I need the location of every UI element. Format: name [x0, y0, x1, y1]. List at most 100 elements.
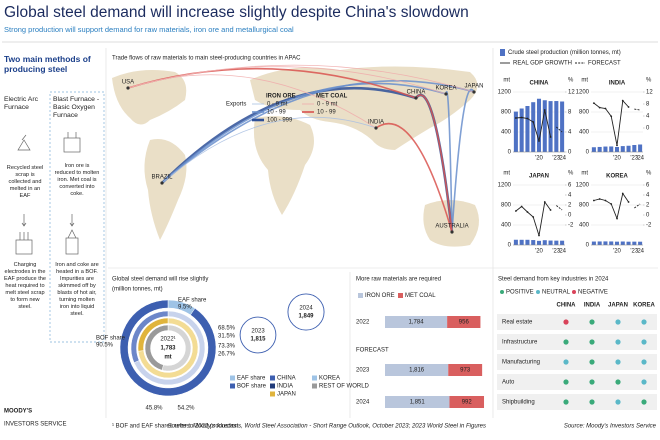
y2-tick-label: 4: [568, 193, 572, 199]
row-label: Infrastructure: [502, 340, 538, 346]
legend-item: INDIA: [277, 384, 293, 390]
value-label: 992: [462, 400, 473, 406]
x-tick-label: '20: [613, 156, 621, 162]
method-step: Recycled steel scrap is collected and me…: [6, 165, 44, 199]
forecast-label: FORECAST: [356, 348, 389, 354]
gdp-point: [621, 192, 624, 195]
place-label: JAPAN: [465, 84, 484, 90]
bar: [531, 102, 536, 152]
x-tick-label: '23: [630, 249, 638, 255]
page-subtitle: Strong production will support demand fo…: [4, 25, 294, 34]
status-dot: [641, 359, 647, 365]
bar: [536, 240, 542, 245]
gdp-point: [627, 201, 630, 203]
status-dot: [589, 399, 595, 405]
panel-title: CHINA: [530, 81, 550, 87]
axis-unit: %: [568, 171, 574, 177]
y-tick-label: 0: [586, 150, 590, 156]
legend-swatch: [312, 383, 317, 389]
section-title: Trade flows of raw materials to main ste…: [112, 56, 301, 62]
y-tick-label: 800: [501, 110, 512, 116]
flow-arc: [161, 86, 417, 184]
column-header: INDIA: [584, 303, 601, 309]
ring-value: 45.8%: [145, 406, 163, 412]
bar: [614, 241, 620, 245]
column-header: KOREA: [633, 303, 655, 309]
y-tick-label: 800: [579, 110, 590, 116]
legend-item: NEUTRAL: [542, 290, 571, 296]
bar-segment: [385, 316, 448, 328]
place-dot: [160, 181, 164, 185]
legend-item: REAL GDP GROWTH: [513, 61, 572, 67]
legend-item: FORECAST: [588, 61, 621, 67]
flow-arc: [127, 74, 377, 129]
x-tick-label: '20: [535, 249, 543, 255]
legend-item: 10 - 99: [267, 110, 286, 116]
x-tick-label: '23: [630, 156, 638, 162]
legend-item: MET COAL: [405, 293, 436, 299]
y2-tick-label: 12: [568, 90, 575, 96]
segment-value: 9.5%: [178, 305, 192, 311]
value-label: 973: [460, 368, 471, 374]
panel-title: KOREA: [606, 174, 628, 180]
method-step: Charging electrodes in the EAF produce t…: [4, 262, 46, 310]
status-dot: [563, 319, 569, 325]
place-dot: [126, 86, 130, 90]
bar: [626, 241, 631, 245]
place-dot: [444, 92, 448, 96]
gdp-point: [538, 140, 540, 142]
axis-unit: %: [646, 171, 652, 177]
x-tick-label: '24: [558, 249, 566, 255]
bar: [632, 241, 637, 245]
gdp-point: [592, 102, 595, 104]
x-tick-label: '23: [552, 249, 560, 255]
gdp-point: [538, 234, 540, 237]
y-tick-label: 1200: [498, 183, 512, 189]
bar-segment: [448, 364, 483, 376]
value-label: 956: [459, 320, 470, 326]
gdp-point: [549, 136, 552, 138]
panel-title: JAPAN: [529, 174, 549, 180]
x-tick-label: '24: [558, 156, 566, 162]
axis-unit: %: [568, 78, 574, 84]
method-name: Blast Furnace - Basic Oxygen Furnace: [53, 96, 100, 119]
gdp-point: [520, 205, 523, 208]
axis-unit: mt: [503, 78, 510, 84]
status-dot: [615, 379, 621, 385]
gdp-point: [526, 117, 529, 120]
bar: [548, 101, 553, 152]
y2-tick-label: 4: [646, 193, 650, 199]
gdp-point: [598, 198, 601, 200]
y-tick-label: 0: [508, 243, 512, 249]
section-title: Steel demand from key industries in 2024: [498, 277, 609, 283]
status-dot: [589, 339, 595, 345]
bar: [632, 145, 637, 152]
world-map: [112, 66, 479, 247]
axis-unit: %: [646, 78, 652, 84]
row-band: [497, 374, 657, 390]
legend-swatch: [230, 383, 235, 389]
y2-tick-label: 6: [646, 183, 650, 189]
legend-heading: IRON ORE: [266, 94, 296, 100]
bubble-value: 1,849: [298, 314, 314, 320]
bar: [591, 241, 596, 245]
legend-swatch: [270, 383, 275, 389]
bar: [525, 106, 530, 152]
center-label: 2022¹: [160, 337, 175, 343]
donut-segment: [144, 324, 169, 371]
y2-tick-label: 4: [646, 114, 650, 120]
y2-tick-label: 2: [568, 203, 572, 209]
axis-unit: mt: [503, 171, 510, 177]
bar: [560, 240, 565, 245]
forecast-bubble: [239, 316, 277, 354]
y-tick-label: 1200: [498, 90, 512, 96]
flow-arc: [445, 91, 453, 233]
chart-title: More raw materials are required: [356, 277, 441, 283]
legend-swatch: [270, 375, 275, 381]
status-dot: [589, 319, 595, 325]
bar: [638, 241, 643, 245]
legend-item: KOREA: [319, 376, 340, 382]
donut-segment: [119, 299, 217, 397]
legend-item: POSITIVE: [506, 290, 534, 296]
y-tick-label: 400: [501, 223, 512, 229]
